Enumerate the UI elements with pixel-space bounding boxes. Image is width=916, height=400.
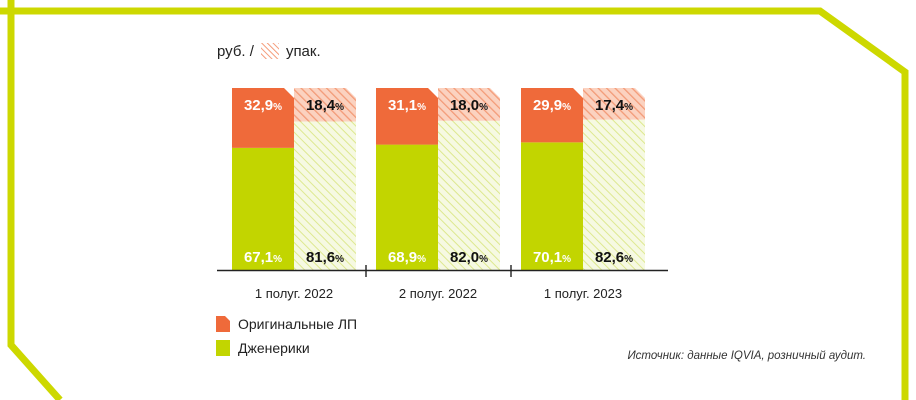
bar-generic-rub — [521, 142, 583, 270]
x-tick-label: 1 полуг. 2022 — [255, 286, 333, 301]
bar-original-pack — [294, 88, 356, 122]
x-tick-label: 2 полуг. 2022 — [399, 286, 477, 301]
bar-original-pack — [583, 88, 645, 120]
bar-generic-rub — [232, 147, 294, 270]
x-axis: 1 полуг. 2022 2 полуг. 2022 1 полуг. 2023 — [217, 265, 668, 301]
bar-generic-pack — [583, 119, 645, 270]
label-generic-pack: 82,0% — [450, 249, 488, 266]
frame-left-border — [7, 0, 63, 400]
label-generic-rub: 67,1% — [244, 249, 282, 266]
bar-original-rub — [232, 88, 294, 148]
orange-swatch-icon — [216, 316, 230, 332]
label-generic-pack: 81,6% — [306, 249, 344, 266]
label-generic-pack: 82,6% — [595, 249, 633, 266]
source-note: Источник: данные IQVIA, розничный аудит. — [627, 350, 866, 362]
frame-top-border — [0, 7, 909, 400]
value-labels-layer: 32,9% 18,4% 67,1% 81,6% 31,1% 18,0% 68,9% 82,0%… — [244, 97, 633, 266]
unit-rub-label: руб. / — [217, 42, 254, 60]
bar-generic-rub — [376, 144, 438, 270]
label-original-pack: 17,4% — [595, 97, 633, 114]
bars-layer — [232, 88, 645, 270]
bar-generic-pack — [438, 120, 500, 270]
legend-item-generic: Дженерики — [216, 340, 310, 356]
bar-original-pack — [438, 88, 500, 121]
label-generic-rub: 68,9% — [388, 249, 426, 266]
label-original-pack: 18,0% — [450, 97, 488, 114]
label-generic-rub: 70,1% — [533, 249, 571, 266]
unit-label: руб. / упак. — [217, 42, 321, 60]
label-original-pack: 18,4% — [306, 97, 344, 114]
bar-original-rub — [376, 88, 438, 145]
label-original-rub: 32,9% — [244, 97, 282, 114]
legend-label-generic: Дженерики — [238, 340, 310, 356]
unit-pack-label: упак. — [285, 42, 321, 60]
bar-generic-pack — [294, 121, 356, 270]
green-swatch-icon — [216, 340, 230, 356]
legend-item-original: Оригинальные ЛП — [216, 316, 357, 332]
bar-original-rub — [521, 88, 583, 143]
legend-label-original: Оригинальные ЛП — [238, 316, 358, 332]
label-original-rub: 29,9% — [533, 97, 571, 114]
x-tick-label: 1 полуг. 2023 — [544, 286, 622, 301]
hatch-swatch-icon — [260, 43, 279, 59]
label-original-rub: 31,1% — [388, 97, 426, 114]
